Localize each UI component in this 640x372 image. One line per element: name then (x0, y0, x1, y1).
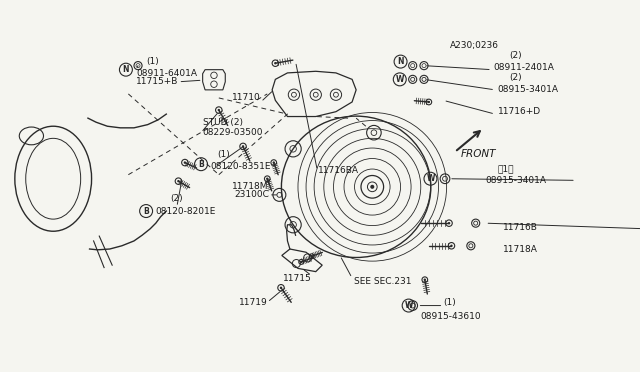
Text: N: N (397, 57, 404, 66)
Text: 08915-3401A: 08915-3401A (497, 85, 559, 94)
Text: (1): (1) (444, 298, 456, 307)
Text: 11718M: 11718M (232, 182, 269, 191)
Circle shape (448, 222, 451, 224)
Circle shape (266, 177, 269, 180)
Circle shape (424, 279, 426, 281)
Text: 11716B: 11716B (503, 223, 538, 232)
Circle shape (177, 180, 180, 182)
Text: W: W (404, 301, 413, 310)
Circle shape (218, 109, 220, 111)
Text: （1）: （1） (497, 164, 514, 173)
Circle shape (310, 255, 313, 257)
Text: 11718A: 11718A (503, 244, 538, 253)
Text: (1): (1) (217, 150, 230, 159)
Circle shape (451, 244, 452, 247)
Circle shape (371, 185, 374, 189)
Text: 08911-6401A: 08911-6401A (136, 69, 197, 78)
Text: 11715+B: 11715+B (136, 77, 179, 86)
Text: 08915-3401A: 08915-3401A (485, 176, 547, 185)
Text: 11716BA: 11716BA (318, 166, 359, 175)
Text: 11715: 11715 (283, 273, 312, 283)
Text: (2): (2) (509, 73, 522, 82)
Text: A230;0236: A230;0236 (450, 41, 499, 50)
Circle shape (242, 145, 244, 148)
Text: (1): (1) (146, 57, 159, 66)
Circle shape (300, 261, 303, 263)
Text: (2): (2) (170, 195, 183, 203)
Circle shape (273, 161, 275, 164)
Text: 08120-8201E: 08120-8201E (156, 206, 216, 215)
Circle shape (274, 62, 276, 64)
Circle shape (184, 161, 186, 164)
Text: 08120-8351E: 08120-8351E (211, 162, 271, 171)
Text: W: W (396, 75, 404, 84)
Circle shape (428, 101, 430, 103)
Text: (2): (2) (509, 51, 522, 60)
Circle shape (280, 286, 282, 289)
Text: FRONT: FRONT (461, 150, 497, 160)
Text: 23100C: 23100C (234, 190, 269, 199)
Text: 11710: 11710 (232, 93, 261, 102)
Text: 11716+D: 11716+D (497, 107, 541, 116)
Text: B: B (198, 160, 204, 169)
Text: N: N (123, 65, 129, 74)
Text: 08915-43610: 08915-43610 (420, 312, 481, 321)
Text: 08911-2401A: 08911-2401A (493, 63, 554, 72)
Text: SEE SEC.231: SEE SEC.231 (354, 277, 412, 286)
Text: W: W (426, 174, 435, 183)
Text: STUD (2): STUD (2) (203, 118, 243, 127)
Text: 11719: 11719 (239, 298, 268, 307)
Text: B: B (143, 206, 149, 215)
Circle shape (361, 176, 383, 198)
Text: 08229-03500: 08229-03500 (203, 128, 263, 137)
